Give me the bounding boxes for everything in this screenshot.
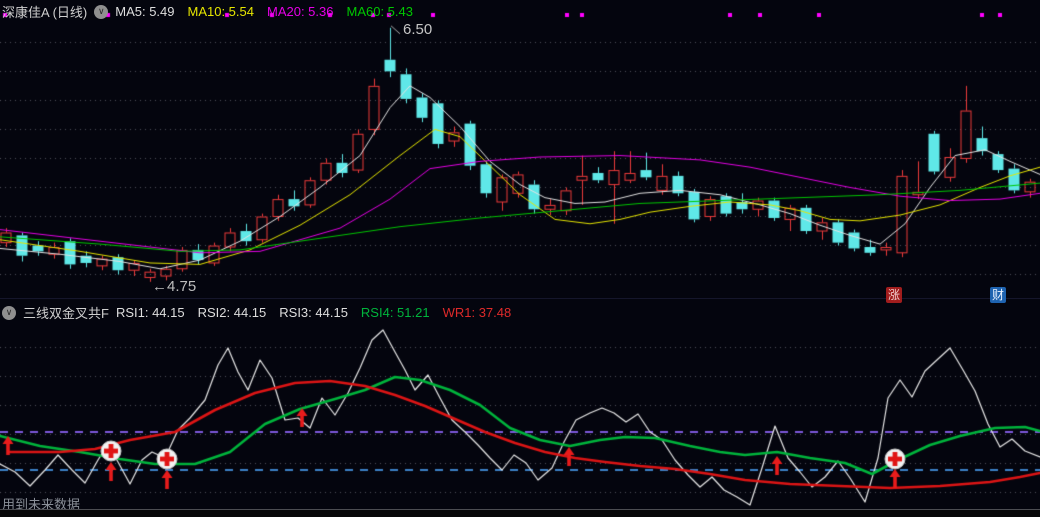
rsi3-label: RSI3: 44.15: [279, 305, 348, 320]
chart-canvas[interactable]: [0, 0, 1040, 517]
chevron-down-icon[interactable]: ∨: [2, 306, 16, 320]
footer-strip: [0, 510, 1040, 517]
event-badge-zhang[interactable]: 涨: [886, 287, 902, 303]
event-badge-cai[interactable]: 财: [990, 287, 1006, 303]
ma60-label: MA60: 5.43: [347, 4, 414, 19]
wr1-label: WR1: 37.48: [443, 305, 512, 320]
panel-divider: [0, 298, 1040, 299]
rsi2-label: RSI2: 44.15: [198, 305, 267, 320]
main-chart-header: 深康佳A (日线) ∨ MA5: 5.49 MA10: 5.54 MA20: 5…: [2, 2, 426, 21]
low-price-label: ←4.75: [152, 278, 196, 295]
indicator-panel-header: ∨ 三线双金叉共F RSI1: 44.15 RSI2: 44.15 RSI3: …: [2, 303, 524, 322]
symbol-title: 深康佳A (日线): [2, 2, 87, 21]
chevron-down-icon[interactable]: ∨: [94, 5, 108, 19]
indicator-title: 三线双金叉共F: [23, 303, 109, 322]
ma10-label: MA10: 5.54: [188, 4, 255, 19]
rsi4-label: RSI4: 51.21: [361, 305, 430, 320]
ma20-label: MA20: 5.36: [267, 4, 334, 19]
high-price-label: 6.50: [403, 21, 432, 38]
rsi1-label: RSI1: 44.15: [116, 305, 185, 320]
ma5-label: MA5: 5.49: [115, 4, 174, 19]
stock-chart-app: 深康佳A (日线) ∨ MA5: 5.49 MA10: 5.54 MA20: 5…: [0, 0, 1040, 517]
